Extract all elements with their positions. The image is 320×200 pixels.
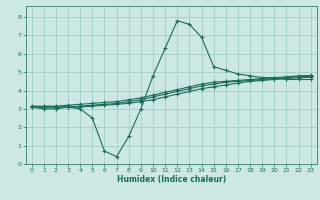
X-axis label: Humidex (Indice chaleur): Humidex (Indice chaleur) <box>116 175 226 184</box>
